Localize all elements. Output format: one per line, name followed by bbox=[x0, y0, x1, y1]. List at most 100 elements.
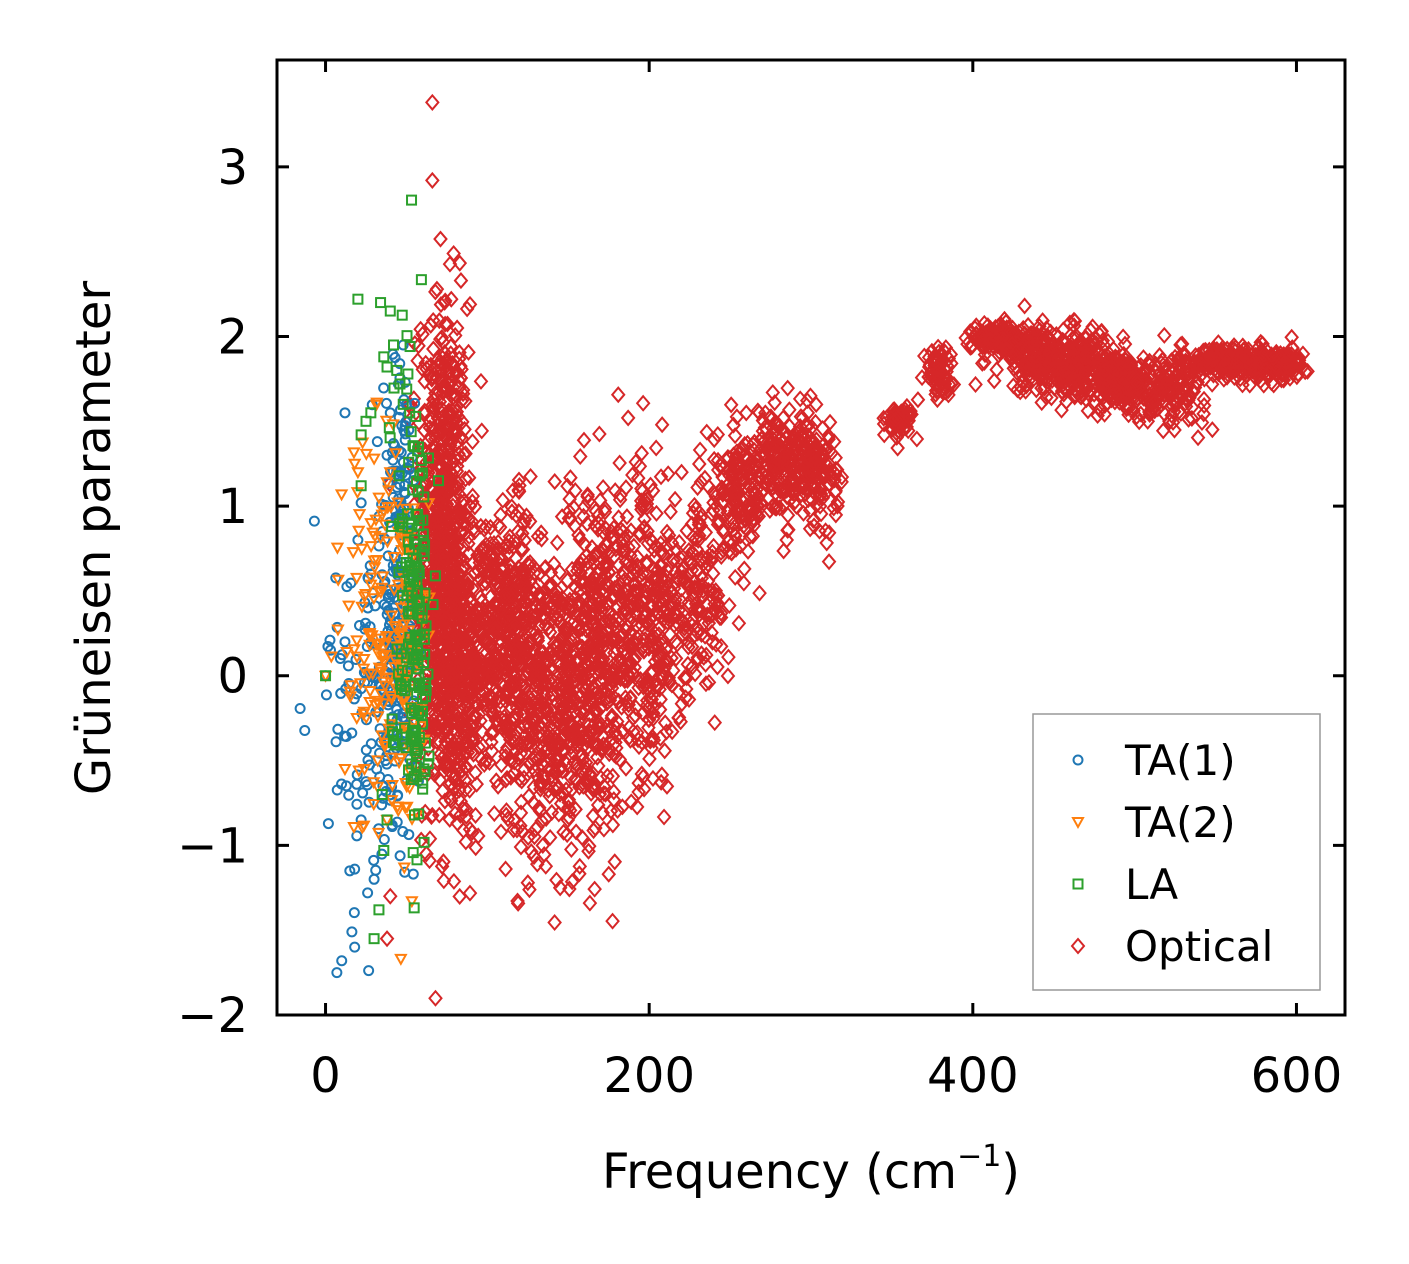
data-point bbox=[652, 701, 668, 719]
data-point bbox=[807, 454, 822, 472]
data-point bbox=[566, 753, 582, 771]
data-point bbox=[580, 580, 595, 598]
data-point bbox=[462, 884, 478, 902]
data-point bbox=[710, 658, 725, 676]
data-point bbox=[694, 645, 709, 663]
data-point bbox=[594, 628, 610, 647]
data-point bbox=[636, 518, 652, 536]
data-point bbox=[324, 634, 336, 646]
data-point bbox=[571, 620, 587, 639]
data-point bbox=[1080, 384, 1096, 402]
data-point bbox=[572, 572, 588, 590]
data-point bbox=[526, 761, 542, 779]
data-point bbox=[622, 656, 638, 674]
data-point bbox=[334, 653, 346, 665]
data-point bbox=[566, 631, 581, 649]
data-point bbox=[538, 857, 554, 875]
data-point bbox=[1057, 378, 1073, 396]
data-point bbox=[618, 759, 634, 777]
data-point bbox=[809, 431, 824, 449]
data-point bbox=[336, 778, 348, 790]
data-point bbox=[687, 606, 703, 624]
data-point bbox=[626, 582, 641, 600]
data-point bbox=[677, 616, 693, 634]
data-point bbox=[753, 494, 769, 512]
data-point bbox=[784, 484, 800, 502]
data-point bbox=[617, 592, 633, 610]
data-point bbox=[585, 549, 601, 567]
data-point bbox=[685, 658, 700, 676]
data-point bbox=[530, 758, 546, 776]
data-point bbox=[974, 354, 990, 372]
data-point bbox=[450, 599, 466, 617]
data-point bbox=[380, 397, 392, 409]
data-point bbox=[651, 651, 667, 669]
data-point bbox=[533, 780, 548, 798]
data-point bbox=[645, 663, 661, 681]
data-point bbox=[533, 776, 549, 794]
data-point bbox=[608, 670, 624, 688]
data-point bbox=[657, 714, 673, 732]
data-point bbox=[533, 642, 548, 660]
data-point bbox=[529, 720, 544, 738]
data-point bbox=[606, 519, 622, 537]
data-point bbox=[651, 605, 666, 623]
data-point bbox=[1095, 332, 1111, 350]
data-point bbox=[516, 564, 532, 582]
data-point bbox=[414, 806, 430, 825]
data-point bbox=[510, 892, 525, 910]
data-point bbox=[738, 404, 754, 422]
data-point bbox=[576, 431, 592, 449]
data-point bbox=[617, 542, 633, 560]
data-point bbox=[578, 759, 594, 777]
data-point bbox=[936, 368, 952, 386]
data-point bbox=[621, 718, 637, 737]
data-point bbox=[993, 315, 1008, 333]
data-point bbox=[534, 746, 549, 764]
data-point bbox=[429, 352, 445, 370]
data-point bbox=[1120, 357, 1136, 376]
data-point bbox=[1129, 408, 1144, 426]
data-point bbox=[588, 517, 604, 535]
data-point bbox=[623, 793, 639, 811]
data-point bbox=[745, 527, 761, 545]
data-point bbox=[422, 852, 437, 870]
data-point bbox=[630, 595, 645, 613]
data-point bbox=[511, 735, 527, 753]
data-point bbox=[758, 404, 773, 422]
data-point bbox=[429, 424, 444, 442]
data-point bbox=[573, 703, 589, 722]
data-point bbox=[700, 572, 716, 590]
data-point bbox=[448, 420, 463, 438]
data-point bbox=[612, 454, 627, 472]
data-point bbox=[765, 419, 781, 437]
data-point bbox=[612, 750, 628, 769]
data-point bbox=[629, 798, 645, 816]
data-point bbox=[1236, 346, 1252, 364]
data-point bbox=[530, 527, 546, 545]
data-point bbox=[678, 573, 694, 591]
data-point bbox=[508, 621, 524, 639]
data-point bbox=[737, 435, 752, 453]
data-point bbox=[1019, 354, 1034, 372]
data-point bbox=[509, 821, 525, 839]
data-point bbox=[596, 784, 612, 803]
data-point bbox=[1039, 388, 1054, 406]
data-point bbox=[690, 602, 706, 620]
data-point bbox=[645, 699, 661, 717]
data-point bbox=[1044, 389, 1059, 407]
data-point bbox=[544, 803, 560, 821]
data-point bbox=[363, 796, 375, 808]
data-point bbox=[685, 612, 700, 630]
data-point bbox=[968, 375, 983, 394]
data-point bbox=[586, 576, 601, 594]
data-point bbox=[524, 607, 540, 625]
data-point bbox=[330, 736, 342, 748]
data-point bbox=[459, 300, 475, 318]
data-point bbox=[751, 404, 767, 422]
data-point bbox=[645, 729, 661, 747]
data-point bbox=[814, 467, 830, 485]
data-point bbox=[600, 575, 616, 593]
data-point bbox=[533, 524, 549, 542]
data-point bbox=[595, 728, 611, 746]
